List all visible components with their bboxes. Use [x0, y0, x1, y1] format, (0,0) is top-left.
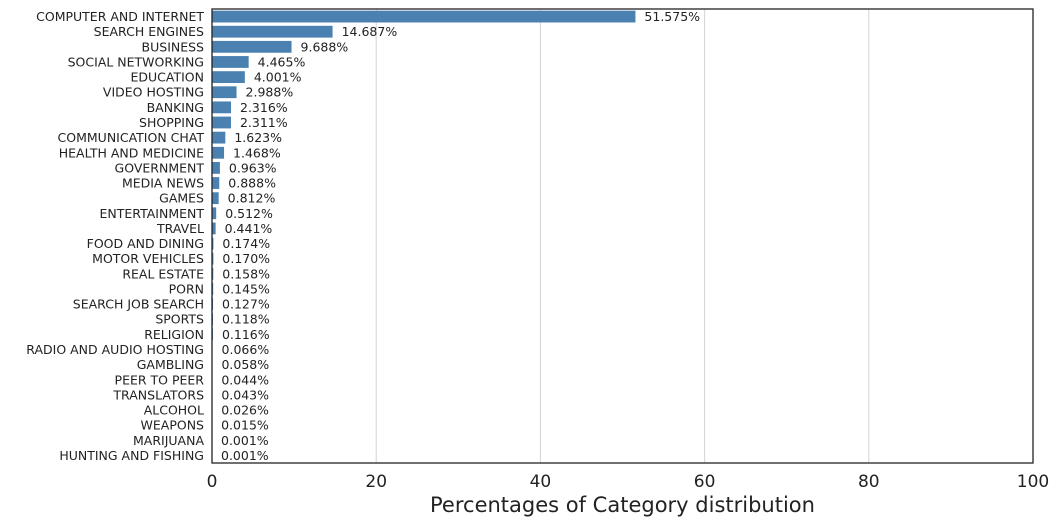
category-label: GAMBLING [137, 357, 204, 372]
value-label: 0.145% [222, 281, 270, 296]
category-label: SHOPPING [139, 115, 204, 130]
category-label: TRAVEL [156, 221, 204, 236]
category-label: RELIGION [144, 327, 204, 342]
category-label: REAL ESTATE [122, 266, 204, 281]
value-label: 2.988% [246, 85, 294, 100]
bar [212, 177, 220, 189]
value-label: 14.687% [342, 24, 398, 39]
category-label: ALCOHOL [144, 403, 204, 418]
bar [212, 237, 214, 250]
value-label: 0.512% [225, 206, 273, 221]
bar [212, 86, 237, 99]
category-label: SEARCH JOB SEARCH [73, 297, 204, 312]
value-label: 0.043% [221, 387, 269, 402]
category-label: HUNTING AND FISHING [59, 448, 204, 463]
value-label: 0.170% [222, 251, 270, 266]
bar [212, 25, 333, 38]
bar [212, 101, 232, 114]
x-tick-label: 40 [530, 472, 552, 492]
grid-lines [375, 9, 870, 463]
value-label: 0.001% [221, 433, 269, 448]
value-label: 2.316% [240, 100, 288, 115]
value-label: 0.158% [222, 266, 270, 281]
plot-frame [211, 8, 1034, 464]
value-label: 0.963% [229, 160, 277, 175]
category-label: PORN [169, 281, 204, 296]
value-label: 9.688% [301, 39, 349, 54]
bar [212, 131, 226, 144]
category-label: GOVERNMENT [115, 160, 205, 175]
bar [212, 116, 231, 129]
value-label: 0.116% [222, 327, 270, 342]
value-labels: 51.575%14.687%9.688%4.465%4.001%2.988%2.… [221, 9, 700, 463]
category-label: SEARCH ENGINES [94, 24, 204, 39]
bar [212, 222, 216, 235]
value-label: 0.015% [221, 418, 269, 433]
bar [212, 71, 245, 84]
category-label: MARIJUANA [133, 433, 204, 448]
value-label: 1.623% [234, 130, 282, 145]
value-label: 2.311% [240, 115, 288, 130]
category-label: BANKING [147, 100, 204, 115]
category-label: ENTERTAINMENT [100, 206, 205, 221]
value-label: 51.575% [644, 9, 700, 24]
x-tick-label: 60 [694, 472, 716, 492]
category-label: FOOD AND DINING [87, 236, 204, 251]
value-label: 0.001% [221, 448, 269, 463]
category-label: WEAPONS [141, 418, 205, 433]
category-label: TRANSLATORS [112, 387, 204, 402]
category-label: COMMUNICATION CHAT [58, 130, 205, 145]
bar [212, 252, 214, 265]
x-tick-label: 100 [1017, 472, 1049, 492]
category-label: HEALTH AND MEDICINE [59, 145, 204, 160]
category-label: SPORTS [155, 312, 204, 327]
value-label: 0.174% [222, 236, 270, 251]
bar [212, 146, 225, 159]
value-label: 4.465% [258, 54, 306, 69]
x-tick-label: 20 [365, 472, 387, 492]
category-label: SOCIAL NETWORKING [68, 54, 204, 69]
bar [212, 56, 249, 68]
category-label: MEDIA NEWS [122, 176, 204, 191]
category-label: COMPUTER AND INTERNET [36, 9, 204, 24]
category-label: EDUCATION [131, 70, 205, 85]
value-label: 0.812% [228, 191, 276, 206]
bar [212, 40, 292, 53]
bar [212, 161, 220, 174]
bar [212, 10, 636, 23]
value-label: 0.044% [221, 372, 269, 387]
value-label: 0.127% [222, 297, 270, 312]
category-label: BUSINESS [142, 39, 205, 54]
x-tick-label: 0 [207, 472, 218, 492]
x-axis-title: Percentages of Category distribution [430, 493, 815, 517]
value-label: 0.888% [228, 176, 276, 191]
bar [212, 207, 217, 220]
value-label: 1.468% [233, 145, 281, 160]
category-label: MOTOR VEHICLES [92, 251, 204, 266]
category-label: PEER TO PEER [115, 372, 205, 387]
bar [212, 192, 219, 205]
value-label: 0.441% [225, 221, 273, 236]
category-label: RADIO AND AUDIO HOSTING [26, 342, 204, 357]
value-label: 0.066% [222, 342, 270, 357]
value-label: 4.001% [254, 70, 302, 85]
x-tick-labels: 0 20 40 60 80 100 [207, 472, 1050, 492]
category-label: GAMES [159, 191, 204, 206]
value-label: 0.026% [221, 403, 269, 418]
category-label: VIDEO HOSTING [103, 85, 204, 100]
value-label: 0.118% [222, 312, 270, 327]
value-label: 0.058% [221, 357, 269, 372]
x-tick-label: 80 [858, 472, 880, 492]
